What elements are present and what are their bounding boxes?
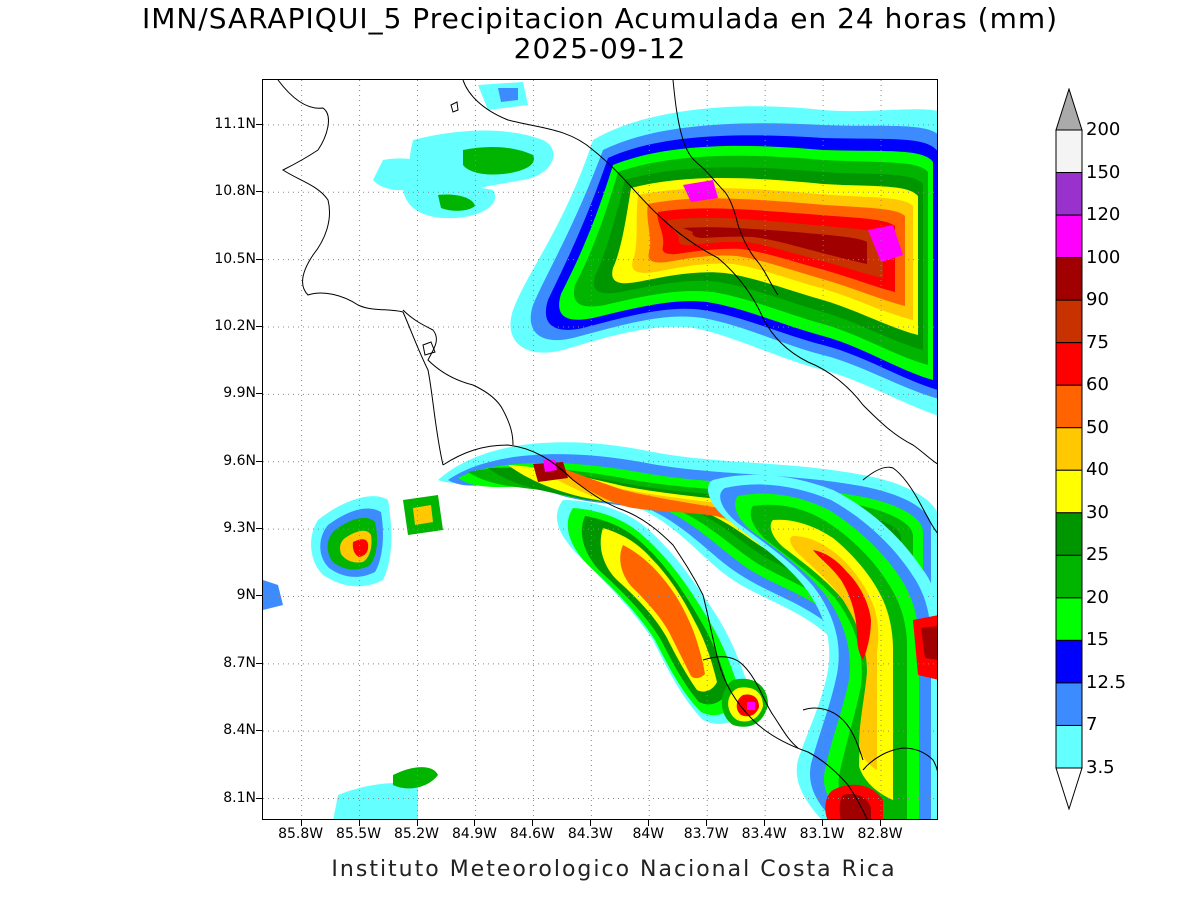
lon-tick-label: 83.7W bbox=[683, 826, 729, 842]
colorbar-label: 150 bbox=[1086, 161, 1121, 183]
colorbar-label: 12.5 bbox=[1086, 671, 1127, 693]
lat-tick-label: 9.9N bbox=[223, 385, 256, 402]
colorbar-swatch bbox=[1055, 724, 1083, 769]
colorbar-swatch bbox=[1055, 469, 1083, 514]
lon-tick-label: 85.2W bbox=[393, 826, 439, 842]
lat-tick-label: 10.2N bbox=[214, 318, 256, 334]
lon-tick-label: 82.8W bbox=[857, 826, 903, 842]
lon-tick-mark bbox=[358, 820, 360, 826]
colorbar-label: 75 bbox=[1086, 331, 1109, 353]
lon-tick-mark bbox=[474, 820, 476, 826]
colorbar-label: 20 bbox=[1086, 586, 1109, 608]
colorbar-swatch bbox=[1055, 427, 1083, 471]
lon-tick-label: 84W bbox=[632, 826, 665, 842]
lon-tick-mark bbox=[706, 820, 708, 826]
lat-tick-mark bbox=[256, 123, 262, 125]
colorbar-swatch bbox=[1055, 257, 1083, 301]
colorbar-swatch bbox=[1055, 554, 1083, 599]
lon-tick-label: 84.6W bbox=[509, 826, 555, 842]
lon-tick-mark bbox=[590, 820, 592, 826]
lat-tick-mark bbox=[256, 730, 262, 732]
colorbar-label: 90 bbox=[1086, 289, 1109, 311]
colorbar-swatch bbox=[1055, 597, 1083, 641]
colorbar-swatch bbox=[1055, 639, 1083, 684]
lat-tick-label: 8.1N bbox=[223, 789, 256, 806]
lat-tick-label: 11.1N bbox=[214, 115, 256, 132]
colorbar-top-arrow bbox=[1055, 87, 1083, 131]
colorbar-swatch bbox=[1055, 299, 1083, 344]
lat-tick-mark bbox=[256, 191, 262, 193]
colorbar-swatch bbox=[1055, 342, 1083, 386]
lon-tick-mark bbox=[880, 820, 882, 826]
lon-tick-label: 85.8W bbox=[278, 826, 324, 842]
map-gridlines bbox=[263, 80, 937, 819]
lon-tick-label: 84.9W bbox=[451, 826, 497, 842]
colorbar-label: 25 bbox=[1086, 544, 1109, 566]
lat-tick-label: 9.6N bbox=[223, 452, 256, 469]
colorbar-swatch bbox=[1055, 214, 1083, 259]
colorbar-label: 200 bbox=[1086, 119, 1121, 140]
lat-tick-mark bbox=[256, 662, 262, 664]
lon-tick-mark bbox=[764, 820, 766, 826]
rain-region-north bbox=[373, 82, 554, 219]
lat-tick-label: 8.7N bbox=[223, 654, 256, 671]
lat-tick-label: 10.5N bbox=[214, 250, 256, 267]
lat-tick-mark bbox=[256, 326, 262, 327]
map-title: IMN/SARAPIQUI_5 Precipitacion Acumulada … bbox=[141, 2, 1059, 35]
colorbar-label: 7 bbox=[1086, 714, 1098, 736]
lon-tick-label: 85.5W bbox=[336, 826, 382, 842]
rain-region-southeast bbox=[708, 474, 937, 819]
colorbar-swatch bbox=[1055, 512, 1083, 556]
lon-tick-label: 83.1W bbox=[799, 826, 845, 842]
colorbar-label: 100 bbox=[1086, 246, 1121, 268]
colorbar-bottom-arrow bbox=[1055, 767, 1083, 811]
precipitation-field bbox=[263, 82, 937, 819]
precipitation-colorbar bbox=[1055, 87, 1083, 811]
footer-credit: Instituto Meteorologico Nacional Costa R… bbox=[331, 857, 897, 882]
colorbar-swatch bbox=[1055, 384, 1083, 429]
lat-tick-mark bbox=[256, 595, 262, 597]
lat-tick-mark bbox=[256, 797, 262, 799]
colorbar-label: 60 bbox=[1086, 374, 1109, 396]
colorbar-swatch bbox=[1055, 172, 1083, 216]
rain-region-northeast bbox=[510, 106, 937, 416]
lat-tick-label: 9N bbox=[236, 587, 256, 604]
lon-tick-mark bbox=[416, 820, 418, 826]
lon-tick-mark bbox=[648, 820, 650, 826]
colorbar-label: 50 bbox=[1086, 416, 1109, 438]
lon-tick-mark bbox=[300, 820, 302, 826]
lat-tick-label: 8.4N bbox=[223, 722, 256, 739]
lat-tick-label: 10.8N bbox=[214, 183, 256, 200]
lon-tick-label: 84.3W bbox=[567, 826, 613, 842]
colorbar-swatch bbox=[1055, 129, 1083, 174]
coastline bbox=[277, 80, 937, 819]
colorbar-label: 15 bbox=[1086, 629, 1109, 651]
colorbar-swatch bbox=[1055, 682, 1083, 726]
rain-region-west bbox=[263, 495, 443, 819]
colorbar-label: 3.5 bbox=[1086, 757, 1115, 778]
colorbar-label: 40 bbox=[1086, 459, 1109, 481]
rain-region-south bbox=[556, 500, 768, 727]
colorbar-label: 120 bbox=[1086, 204, 1121, 226]
lon-tick-mark bbox=[822, 820, 824, 826]
lat-tick-label: 9.3N bbox=[223, 520, 256, 537]
lat-tick-mark bbox=[256, 528, 262, 530]
lat-tick-mark bbox=[256, 258, 262, 260]
lon-tick-mark bbox=[532, 820, 534, 826]
map-date: 2025-09-12 bbox=[513, 32, 687, 65]
precipitation-map bbox=[262, 79, 938, 820]
lon-tick-label: 83.4W bbox=[741, 826, 787, 842]
lat-tick-mark bbox=[256, 460, 262, 462]
lat-tick-mark bbox=[256, 393, 262, 395]
colorbar-label: 30 bbox=[1086, 501, 1109, 523]
